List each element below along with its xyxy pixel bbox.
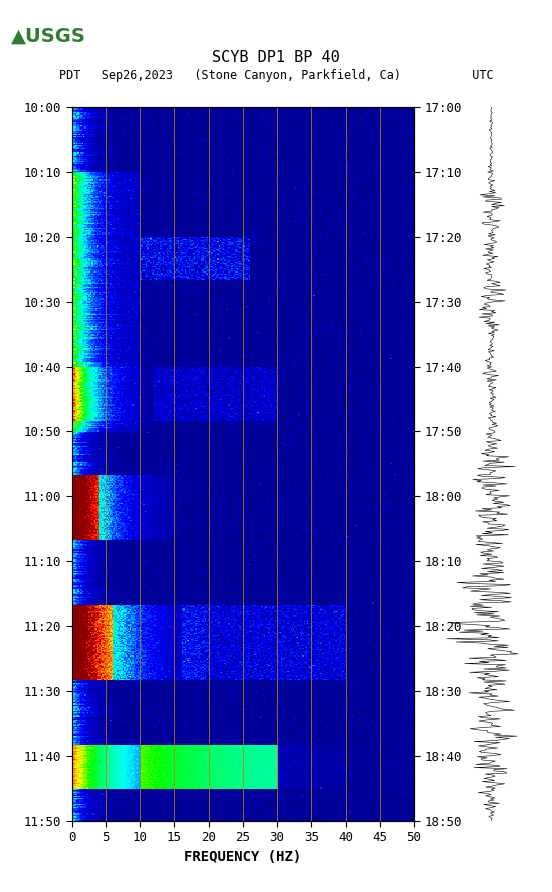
X-axis label: FREQUENCY (HZ): FREQUENCY (HZ) — [184, 849, 301, 863]
Text: SCYB DP1 BP 40: SCYB DP1 BP 40 — [212, 51, 340, 65]
Text: PDT   Sep26,2023   (Stone Canyon, Parkfield, Ca)          UTC: PDT Sep26,2023 (Stone Canyon, Parkfield,… — [59, 70, 493, 82]
Text: ▲USGS: ▲USGS — [11, 27, 86, 45]
